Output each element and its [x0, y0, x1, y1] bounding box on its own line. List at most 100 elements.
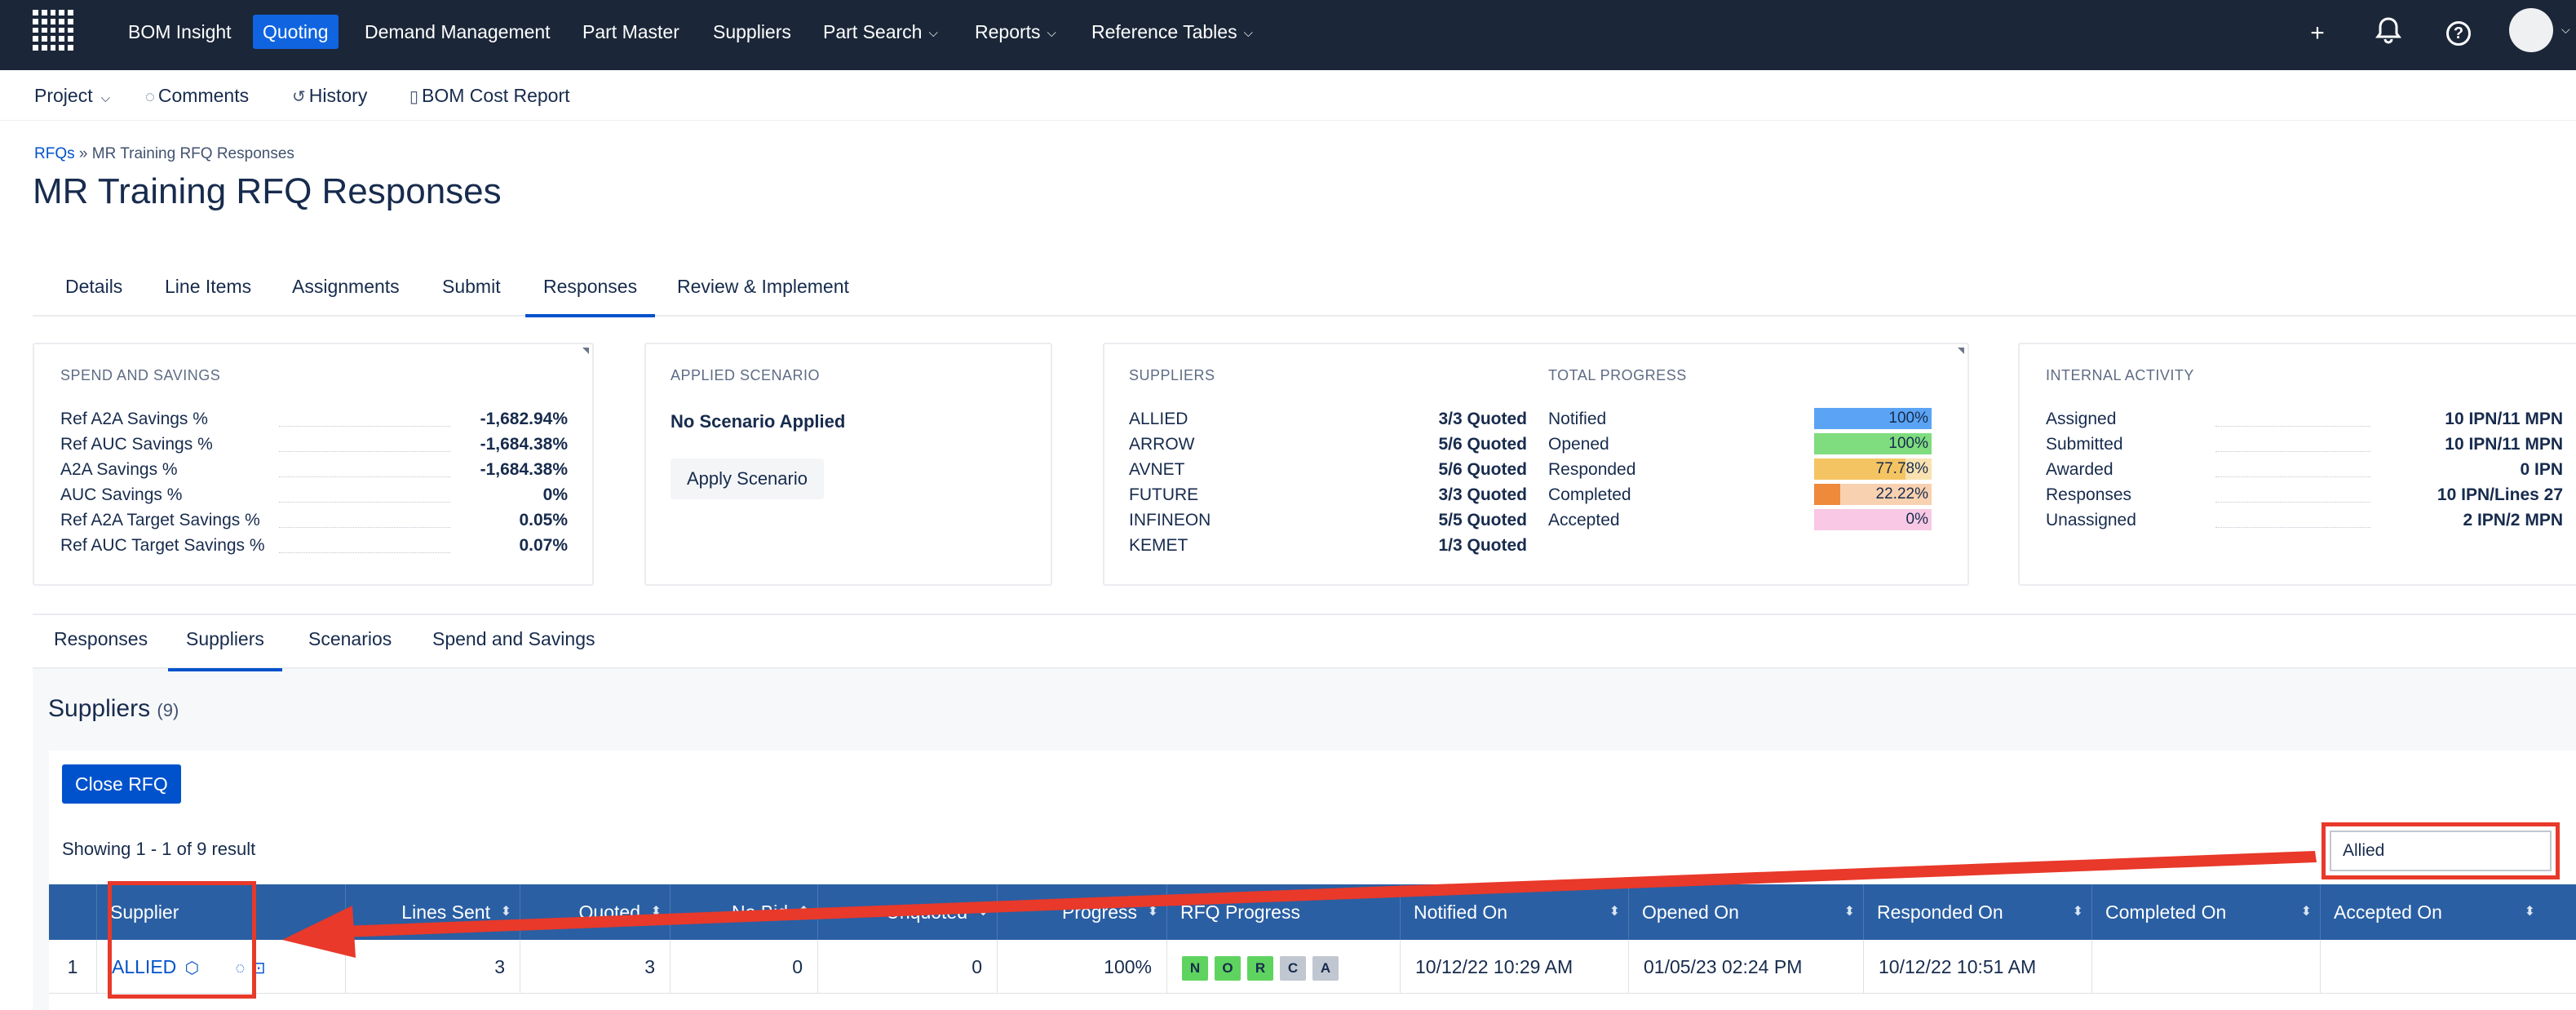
bell-icon[interactable]	[2371, 16, 2406, 51]
dotted-leader	[279, 426, 450, 427]
column-header-notified-on[interactable]: Notified On ⬍	[1400, 884, 1628, 940]
stat-label: AVNET	[1129, 460, 1185, 479]
sort-icon: ⬍	[798, 905, 809, 919]
column-header-quoted[interactable]: Quoted ⬍	[520, 884, 670, 940]
tab-line-items[interactable]: Line Items	[165, 276, 252, 297]
nav-bom-insight[interactable]: BOM Insight	[128, 21, 232, 42]
nav-part-search[interactable]: Part Search ⌵	[823, 21, 938, 42]
stat-label: Unassigned	[2046, 511, 2136, 529]
stat-value: 3/3 Quoted	[1438, 410, 1527, 428]
stat-label: INFINEON	[1129, 511, 1211, 529]
lines-sent-cell: 3	[345, 940, 520, 994]
suppliers-progress-card: SUPPLIERS TOTAL PROGRESS ALLIED 3/3 Quote…	[1103, 343, 1969, 586]
card-header: SPEND AND SAVINGS	[60, 367, 221, 383]
stat-label: Assigned	[2046, 410, 2117, 428]
stat-value: 5/5 Quoted	[1438, 511, 1527, 529]
expand-corner-icon[interactable]	[582, 348, 589, 354]
nav-demand-management[interactable]: Demand Management	[365, 21, 551, 42]
stat-value: -1,684.38%	[480, 460, 568, 479]
history-button[interactable]: ↺ History	[292, 85, 368, 106]
subtab-scenarios[interactable]: Scenarios	[308, 628, 392, 649]
comment-icon[interactable]: ◌	[235, 959, 246, 977]
supplier-count: (9)	[157, 700, 179, 720]
notified-on-cell: 10/12/22 10:29 AM	[1400, 940, 1628, 994]
no-bid-cell: 0	[670, 940, 817, 994]
progress-label: Responded	[1548, 460, 1636, 479]
unquoted-cell: 0	[817, 940, 997, 994]
row-index: 1	[67, 956, 78, 977]
progress-fill	[1814, 433, 1932, 454]
tab-details[interactable]: Details	[65, 276, 123, 297]
apply-scenario-button[interactable]: Apply Scenario	[671, 458, 824, 499]
nav-quoting[interactable]: Quoting	[253, 15, 339, 49]
chevron-down-icon[interactable]: ⌵	[2561, 23, 2570, 36]
column-header-unquoted[interactable]: Unquoted ⬍	[817, 884, 997, 940]
column-header-lines-sent[interactable]: Lines Sent ⬍	[345, 884, 520, 940]
breadcrumb-rfqs-link[interactable]: RFQs	[34, 145, 75, 162]
card-header: TOTAL PROGRESS	[1548, 367, 1687, 383]
project-menu[interactable]: Project ⌵	[34, 85, 110, 106]
dotted-leader	[279, 451, 450, 452]
stat-value: 10 IPN/11 MPN	[2445, 410, 2563, 428]
subtab-responses[interactable]: Responses	[54, 628, 148, 649]
card-header: SUPPLIERS	[1129, 367, 1215, 383]
comments-button[interactable]: ◌ Comments	[145, 85, 250, 106]
column-header-opened-on[interactable]: Opened On ⬍	[1628, 884, 1863, 940]
progress-label: Opened	[1548, 435, 1609, 454]
column-header-completed-on[interactable]: Completed On ⬍	[2091, 884, 2320, 940]
subtab-spend-and-savings[interactable]: Spend and Savings	[432, 628, 595, 649]
nav-reference-tables[interactable]: Reference Tables ⌵	[1091, 21, 1253, 42]
column-header-no-bid[interactable]: No Bid ⬍	[670, 884, 817, 940]
rfq-status-badge-a: A	[1312, 955, 1339, 981]
column-header-rfq-progress: RFQ Progress	[1166, 884, 1400, 940]
supplier-search-input[interactable]	[2330, 831, 2552, 871]
stat-label: Ref AUC Savings %	[60, 435, 213, 454]
nav-reports[interactable]: Reports ⌵	[975, 21, 1056, 42]
stat-label: ALLIED	[1129, 410, 1188, 428]
chevron-down-icon: ⌵	[1047, 26, 1056, 40]
column-header-supplier[interactable]: Supplier	[96, 884, 345, 940]
tab-submit[interactable]: Submit	[442, 276, 501, 297]
card-header: APPLIED SCENARIO	[671, 367, 821, 383]
rfq-status-badge-n: N	[1182, 955, 1208, 981]
accepted-on-cell	[2320, 940, 2576, 994]
table-header: Supplier Lines Sent ⬍ Quoted ⬍ No Bid ⬍ Unq…	[49, 884, 2576, 940]
close-rfq-button[interactable]: Close RFQ	[62, 764, 181, 804]
result-count: Showing 1 - 1 of 9 result	[62, 839, 256, 859]
expand-corner-icon[interactable]	[1958, 348, 1964, 354]
progress-bar: 22.22%	[1814, 484, 1932, 505]
nav-part-master[interactable]: Part Master	[582, 21, 679, 42]
dotted-leader	[2215, 451, 2370, 452]
column-header-progress[interactable]: Progress ⬍	[997, 884, 1166, 940]
tab-review-implement[interactable]: Review & Implement	[677, 276, 849, 297]
stat-value: 1/3 Quoted	[1438, 536, 1527, 555]
bom-cost-report-button[interactable]: ▯ BOM Cost Report	[409, 85, 570, 106]
rfq-status-badge-r: R	[1247, 955, 1273, 981]
cube-icon[interactable]: ⬡	[184, 959, 200, 977]
tab-assignments[interactable]: Assignments	[292, 276, 400, 297]
tab-responses[interactable]: Responses	[525, 276, 656, 317]
spend-savings-card: SPEND AND SAVINGS Ref A2A Savings % -1,68…	[33, 343, 594, 586]
avatar[interactable]	[2509, 8, 2553, 52]
help-icon[interactable]: ?	[2441, 16, 2476, 51]
column-header-accepted-on[interactable]: Accepted On ⬍	[2320, 884, 2543, 940]
plus-icon[interactable]: +	[2310, 20, 2325, 47]
lock-icon[interactable]: ⊡	[251, 959, 266, 977]
app-grid-logo-icon[interactable]	[31, 8, 75, 52]
supplier-link[interactable]: ALLIED	[112, 956, 177, 977]
stat-label: AUC Savings %	[60, 485, 183, 504]
rfq-status-badge-o: O	[1215, 955, 1241, 981]
completed-on-cell	[2091, 940, 2320, 994]
column-header-responded-on[interactable]: Responded On ⬍	[1863, 884, 2091, 940]
dotted-leader	[2215, 527, 2370, 528]
progress-label: Accepted	[1548, 511, 1620, 529]
stat-value: -1,684.38%	[480, 435, 568, 454]
rfq-status-badge-c: C	[1280, 955, 1306, 981]
breadcrumb-current: MR Training RFQ Responses	[91, 145, 294, 162]
opened-on-cell: 01/05/23 02:24 PM	[1628, 940, 1863, 994]
project-toolbar: Project ⌵ ◌ Comments ↺ History ▯ BOM Cost Re…	[0, 70, 2576, 121]
nav-suppliers[interactable]: Suppliers	[713, 21, 791, 42]
progress-value: 0%	[1905, 511, 1928, 528]
subtab-suppliers[interactable]: Suppliers	[168, 628, 282, 671]
